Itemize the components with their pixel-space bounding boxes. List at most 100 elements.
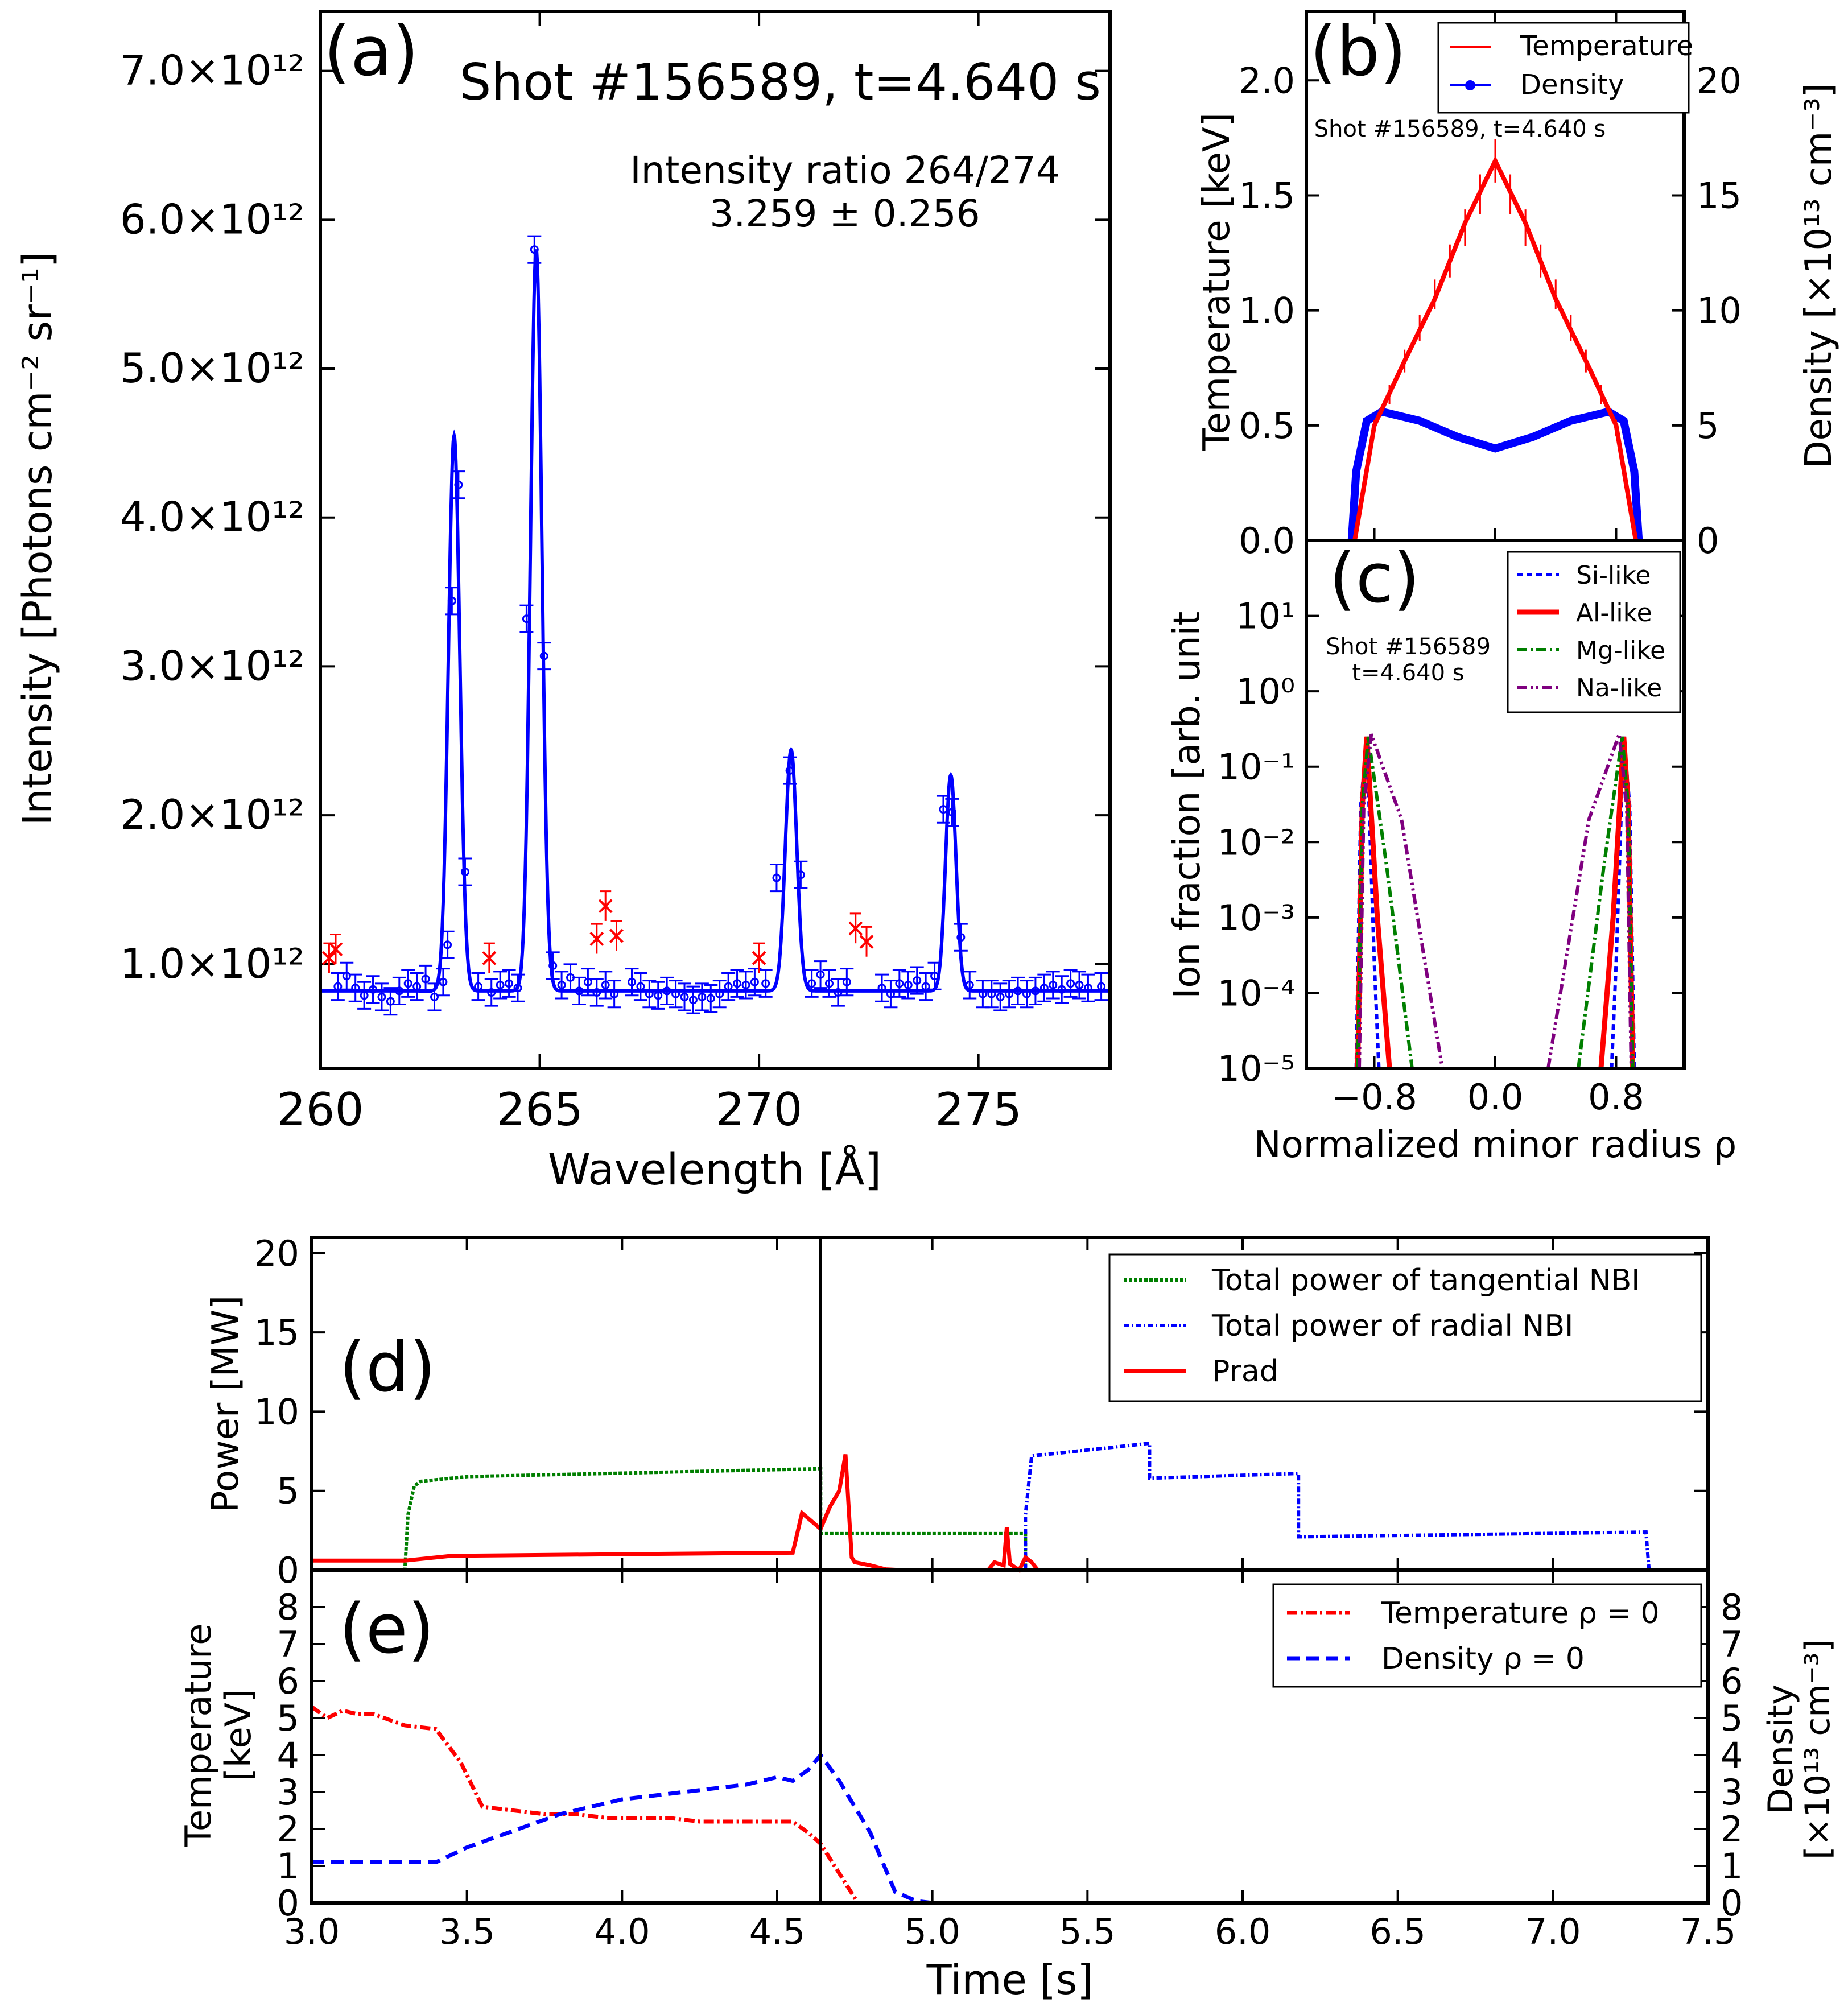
panel-c: 10⁻⁵ 10⁻⁴ 10⁻³ 10⁻² 10⁻¹ 10⁰ 10¹ −0.8 0.0 0.8 Si-l… (1166, 539, 1736, 1166)
y-tick-label: 4 (1721, 1735, 1743, 1776)
series-2 (312, 1454, 1040, 1574)
data-point (939, 805, 948, 814)
y-axis-label-right: [×10¹³ cm⁻³] (1798, 1639, 1838, 1860)
data-point (824, 979, 834, 988)
data-point (430, 992, 439, 1001)
series-na-like (1546, 733, 1633, 1068)
data-point (1049, 980, 1058, 989)
y-axis-label: Intensity [Photons cm⁻² sr⁻¹] (14, 252, 61, 826)
series-temperature (1352, 155, 1638, 541)
plot-frame (319, 10, 1112, 1070)
series-na-like (1358, 733, 1444, 1068)
legend-label-temperature: Temperature (1520, 30, 1693, 62)
legend-label-1: Density ρ = 0 (1381, 1642, 1585, 1676)
y-axis-label: Ion fraction [arb. unit (1166, 612, 1208, 999)
excluded-point (598, 899, 613, 914)
legend-box (1437, 22, 1690, 114)
data-point (715, 989, 724, 998)
data-point (930, 972, 939, 981)
y-tick-label: 10 (1697, 290, 1742, 332)
data-point (750, 977, 759, 986)
data-point (785, 766, 794, 775)
series-1 (312, 1752, 933, 1905)
data-point (1066, 979, 1075, 988)
data-point (1013, 986, 1022, 996)
legend-label-0: Total power of tangential NBI (1211, 1263, 1640, 1298)
y-tick-label: 0.5 (1239, 405, 1295, 447)
annotation: 3.259 ± 0.256 (710, 192, 980, 236)
y-tick-label: 5 (1697, 405, 1719, 447)
legend-label-si-like: Si-like (1576, 561, 1651, 590)
excluded-point (848, 921, 863, 936)
y-axis-label-right: Density (1761, 1684, 1801, 1814)
x-axis-label: Time [s] (926, 1956, 1094, 2004)
data-point (645, 989, 654, 998)
y-tick-label: 5 (1721, 1698, 1743, 1739)
x-tick-label: 0.0 (1467, 1076, 1524, 1118)
data-point (733, 979, 742, 988)
y-tick-label: 3 (277, 1772, 299, 1813)
legend-label-mg-like: Mg-like (1576, 636, 1665, 665)
y-tick-label: 1.5 (1239, 175, 1295, 216)
fit-curve (320, 249, 1110, 993)
data-point (421, 974, 430, 984)
data-point (369, 985, 378, 994)
data-point (772, 873, 781, 882)
y-tick-label: 20 (1697, 60, 1742, 101)
series-1 (1024, 1441, 1651, 1571)
data-point (333, 982, 343, 991)
data-point (895, 979, 904, 988)
legend-box (1108, 1253, 1702, 1402)
excluded-point (322, 951, 336, 965)
data-point (965, 980, 974, 989)
data-point (796, 870, 805, 879)
y-tick-label: 5 (277, 1471, 299, 1512)
data-point (522, 614, 531, 623)
data-point (1022, 989, 1031, 998)
y-tick-label: 8 (277, 1587, 299, 1628)
data-point (575, 986, 584, 996)
data-point (706, 994, 715, 1003)
data-point (1040, 984, 1049, 993)
x-tick-label: 5.0 (904, 1911, 960, 1952)
annotation: Shot #156589 (1326, 634, 1491, 660)
series-mg-like (1356, 736, 1414, 1068)
data-point (412, 982, 422, 991)
data-point (724, 982, 733, 991)
series-density (1347, 407, 1643, 541)
y-tick-label: 10 (254, 1391, 299, 1432)
y-tick-label: 10¹ (1236, 596, 1295, 637)
y-tick-label: 7 (277, 1624, 299, 1665)
y-tick-label: 7.0×10¹² (120, 47, 304, 94)
panel-a: 1.0×10¹² 2.0×10¹² 3.0×10¹² 4.0×10¹² 5.0×10¹²… (14, 10, 1112, 1195)
plot-frame (310, 1568, 1710, 1905)
y-axis-label: Power [MW] (205, 1295, 247, 1513)
y-tick-label: 10⁻⁵ (1218, 1048, 1295, 1089)
y-tick-label: 4 (277, 1735, 299, 1776)
data-point (904, 980, 913, 989)
y-axis-label-left: [keV] (217, 1689, 259, 1782)
y-tick-label: 10⁻² (1218, 821, 1295, 863)
y-tick-label: 3 (1721, 1772, 1743, 1813)
series-0 (312, 1467, 1028, 1572)
y-tick-label: 3.0×10¹² (120, 642, 304, 689)
excluded-point (589, 931, 604, 946)
data-point (842, 977, 851, 986)
data-point (505, 979, 514, 988)
plot-frame (1305, 539, 1686, 1070)
data-point (1075, 980, 1084, 989)
data-point (496, 980, 505, 989)
y-axis-label-left: Temperature (178, 1624, 219, 1848)
data-point (454, 480, 463, 489)
legend-label-1: Total power of radial NBI (1211, 1309, 1573, 1343)
y-tick-label: 0 (1697, 520, 1719, 561)
data-point (671, 989, 680, 998)
y-tick-label: 7 (1721, 1624, 1743, 1665)
y-tick-label: 0 (277, 1882, 299, 1924)
data-point (351, 984, 360, 993)
y-tick-label: 4.0×10¹² (120, 493, 304, 541)
data-point (447, 596, 456, 605)
panel-label: (d) (339, 1328, 436, 1407)
data-point (610, 989, 619, 998)
